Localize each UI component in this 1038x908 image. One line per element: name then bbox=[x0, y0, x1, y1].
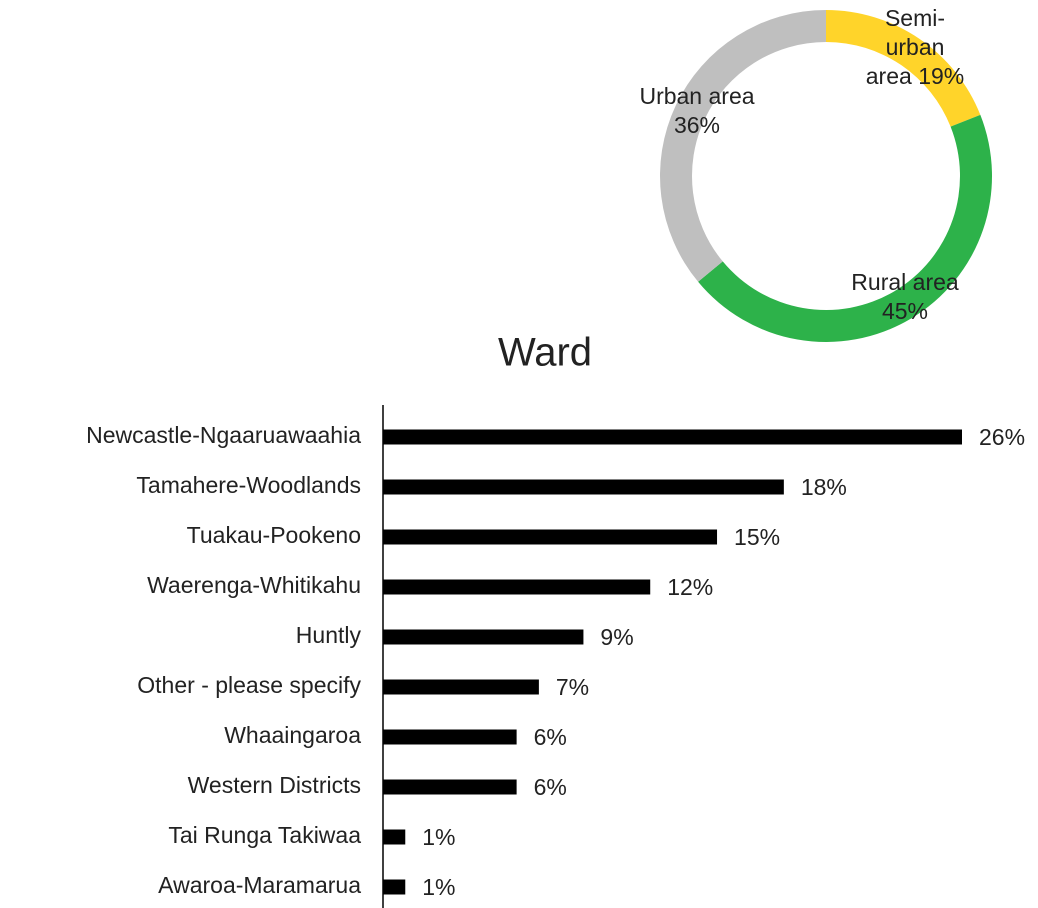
value-label: 19% bbox=[918, 63, 965, 89]
category-label: Huntly bbox=[296, 622, 362, 648]
value-label: 9% bbox=[600, 624, 633, 650]
value-label: 36% bbox=[673, 112, 721, 138]
category-label: Whaaingaroa bbox=[224, 722, 361, 748]
category-label: Newcastle-Ngaaruawaahia bbox=[86, 422, 361, 448]
value-label: 1% bbox=[422, 824, 455, 850]
donut-slice bbox=[826, 10, 981, 127]
bar bbox=[383, 429, 962, 445]
value-label: 6% bbox=[534, 724, 567, 750]
category-label: Other - please specify bbox=[137, 672, 361, 698]
bar bbox=[383, 879, 406, 895]
slice-label: Urban area 36% bbox=[632, 82, 762, 140]
donut-slice bbox=[698, 114, 992, 342]
bar bbox=[383, 829, 406, 845]
category-label: Tamahere-Woodlands bbox=[136, 472, 361, 498]
category-label: Rural area bbox=[851, 269, 959, 295]
donut-slice bbox=[660, 10, 826, 282]
value-label: 1% bbox=[422, 874, 455, 900]
bar bbox=[383, 579, 651, 595]
category-label: Tai Runga Takiwaa bbox=[168, 822, 361, 848]
bar bbox=[383, 479, 784, 495]
bar bbox=[383, 629, 584, 645]
value-label: 15% bbox=[734, 524, 780, 550]
value-label: 26% bbox=[979, 424, 1025, 450]
category-label: Urban area bbox=[639, 83, 755, 109]
chart-title: Ward bbox=[498, 331, 592, 375]
value-label: 7% bbox=[556, 674, 589, 700]
value-label: 45% bbox=[881, 298, 929, 324]
slice-label: Rural area 45% bbox=[850, 268, 960, 326]
bar bbox=[383, 729, 517, 745]
category-label: Awaroa-Maramarua bbox=[158, 872, 361, 898]
value-label: 12% bbox=[667, 574, 713, 600]
bar bbox=[383, 529, 718, 545]
bar bbox=[383, 779, 517, 795]
category-label: Waerenga-Whitikahu bbox=[147, 572, 361, 598]
bar bbox=[383, 679, 539, 695]
value-label: 6% bbox=[534, 774, 567, 800]
value-label: 18% bbox=[801, 474, 847, 500]
slice-label: Semi-urban area 19% bbox=[865, 4, 965, 91]
category-label: Western Districts bbox=[188, 772, 361, 798]
category-label: Tuakau-Pookeno bbox=[187, 522, 361, 548]
category-label: Semi-urban area bbox=[865, 5, 946, 89]
